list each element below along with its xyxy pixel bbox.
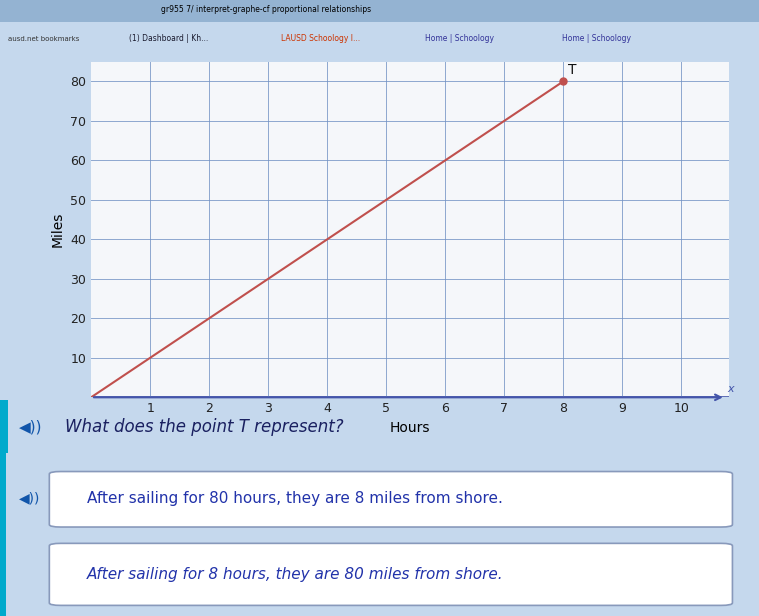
FancyBboxPatch shape (49, 543, 732, 606)
Text: ◀)): ◀)) (19, 492, 40, 506)
Text: Home | Schoology: Home | Schoology (425, 34, 494, 43)
Y-axis label: Miles: Miles (51, 212, 65, 247)
Text: After sailing for 8 hours, they are 80 miles from shore.: After sailing for 8 hours, they are 80 m… (87, 567, 504, 582)
Text: After sailing for 80 hours, they are 8 miles from shore.: After sailing for 80 hours, they are 8 m… (87, 491, 503, 506)
Text: x: x (727, 384, 734, 394)
X-axis label: Hours: Hours (389, 421, 430, 435)
FancyBboxPatch shape (49, 471, 732, 527)
Bar (0, 400, 8, 453)
Text: T: T (568, 63, 577, 78)
Text: (1) Dashboard | Kh...: (1) Dashboard | Kh... (129, 34, 208, 43)
Bar (0, 453, 6, 616)
Text: LAUSD Schoology I...: LAUSD Schoology I... (281, 34, 360, 43)
Bar (0, 0, 759, 22)
Text: Home | Schoology: Home | Schoology (562, 34, 631, 43)
Text: ◀)): ◀)) (19, 419, 43, 434)
Text: What does the point T represent?: What does the point T represent? (65, 418, 343, 436)
Text: ausd.net bookmarks: ausd.net bookmarks (8, 36, 79, 42)
Text: gr955 7/ interpret-graphe-cf proportional relationships: gr955 7/ interpret-graphe-cf proportiona… (161, 6, 370, 15)
